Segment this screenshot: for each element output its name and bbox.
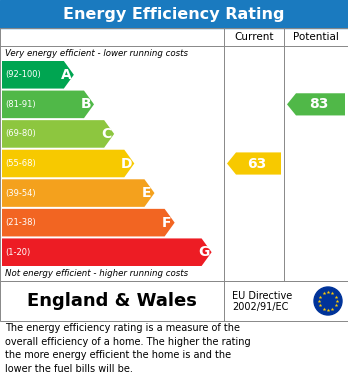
Text: (81-91): (81-91) — [5, 100, 35, 109]
Text: Potential: Potential — [293, 32, 339, 42]
Polygon shape — [2, 120, 114, 148]
Text: 2002/91/EC: 2002/91/EC — [232, 302, 288, 312]
Text: D: D — [120, 156, 132, 170]
Polygon shape — [2, 209, 175, 237]
Polygon shape — [227, 152, 281, 175]
Text: England & Wales: England & Wales — [27, 292, 197, 310]
Polygon shape — [2, 61, 74, 89]
Text: (21-38): (21-38) — [5, 218, 36, 227]
Circle shape — [314, 287, 342, 315]
Text: Current: Current — [234, 32, 274, 42]
Text: (39-54): (39-54) — [5, 188, 35, 197]
Text: (55-68): (55-68) — [5, 159, 36, 168]
Polygon shape — [2, 239, 212, 266]
Text: (69-80): (69-80) — [5, 129, 36, 138]
Bar — [0, 28, 348, 281]
Polygon shape — [287, 93, 345, 115]
Text: EU Directive: EU Directive — [232, 291, 292, 301]
Text: 63: 63 — [247, 156, 267, 170]
Text: The energy efficiency rating is a measure of the
overall efficiency of a home. T: The energy efficiency rating is a measur… — [5, 323, 251, 374]
Text: E: E — [142, 186, 151, 200]
Text: Not energy efficient - higher running costs: Not energy efficient - higher running co… — [5, 269, 188, 278]
Text: Very energy efficient - lower running costs: Very energy efficient - lower running co… — [5, 48, 188, 57]
Text: C: C — [101, 127, 111, 141]
Text: 83: 83 — [309, 97, 329, 111]
Bar — [0, 281, 348, 321]
Text: (1-20): (1-20) — [5, 248, 30, 257]
Text: F: F — [162, 216, 171, 230]
Bar — [0, 0, 348, 28]
Text: A: A — [61, 68, 71, 82]
Text: (92-100): (92-100) — [5, 70, 41, 79]
Polygon shape — [2, 91, 94, 118]
Text: B: B — [81, 97, 91, 111]
Text: G: G — [198, 245, 209, 259]
Text: Energy Efficiency Rating: Energy Efficiency Rating — [63, 7, 285, 22]
Polygon shape — [2, 150, 134, 177]
Polygon shape — [2, 179, 155, 207]
